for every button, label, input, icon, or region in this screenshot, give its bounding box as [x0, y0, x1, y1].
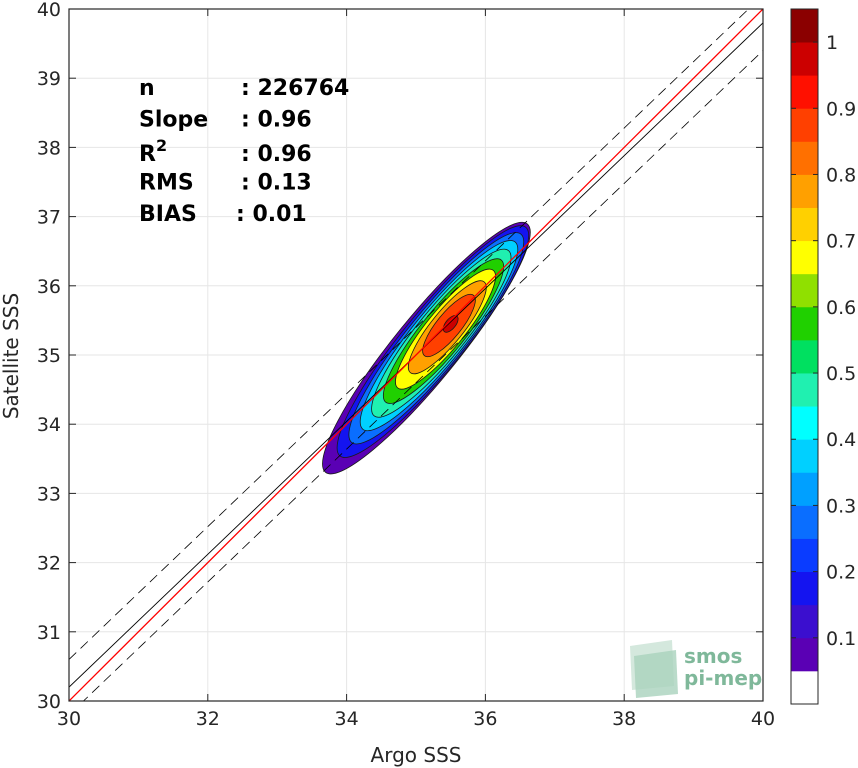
envelope-dashed-line	[82, 50, 763, 701]
colorbar-segment	[791, 406, 818, 440]
y-tick-label: 39	[37, 68, 61, 90]
x-tick-label: 40	[751, 708, 775, 730]
colorbar-tick-label: 0.5	[826, 363, 856, 385]
x-axis-title: Argo SSS	[371, 743, 462, 767]
stat-label: Slope	[139, 108, 208, 133]
y-tick-label: 36	[37, 276, 61, 298]
colorbar-tick-label: 0.7	[826, 231, 856, 253]
colorbar-tick-label: 0.2	[826, 562, 856, 584]
y-tick-label: 40	[37, 0, 61, 21]
x-axis-ticks: 30 32 34 36 38 40	[57, 9, 775, 730]
colorbar-segment	[791, 75, 818, 109]
watermark-line2: pi-mep	[684, 666, 762, 690]
colorbar-segment	[791, 604, 818, 639]
colorbar-segment	[791, 538, 818, 573]
density-contours	[322, 221, 531, 475]
colorbar-segment	[791, 670, 818, 705]
y-tick-label: 30	[37, 691, 61, 713]
x-tick-label: 36	[473, 708, 497, 730]
y-tick-label: 33	[37, 483, 61, 505]
y-tick-label: 38	[37, 137, 61, 159]
watermark-line1: smos	[684, 644, 742, 668]
colorbar-segment	[791, 42, 818, 76]
colorbar-segment	[791, 141, 818, 175]
smos-logo-icon	[630, 640, 678, 698]
colorbar-segment	[791, 306, 818, 341]
smos-pimep-watermark: smos pi-mep	[630, 640, 762, 698]
x-tick-label: 32	[196, 708, 220, 730]
grid	[68, 8, 764, 702]
y-tick-label: 34	[37, 414, 61, 436]
colorbar: 0.1 0.2 0.3 0.4 0.5 0.6 0.7 0.8 0.9 1	[790, 8, 856, 705]
colorbar-segment	[791, 273, 818, 308]
x-tick-label: 38	[612, 708, 636, 730]
colorbar-segment	[791, 108, 818, 142]
y-axis-title: Satellite SSS	[0, 293, 23, 419]
x-tick-label: 34	[335, 708, 359, 730]
stat-value: : 0.96	[241, 142, 312, 167]
colorbar-segment	[791, 339, 818, 374]
y-tick-label: 32	[37, 553, 61, 575]
colorbar-tick-label: 0.6	[826, 297, 856, 319]
identity-line	[69, 9, 763, 701]
stat-label: BIAS	[139, 202, 197, 227]
envelope-dashed-line	[69, 9, 750, 660]
colorbar-tick-label: 0.4	[826, 429, 856, 451]
colorbar-frame	[790, 8, 819, 705]
colorbar-segment	[791, 472, 818, 506]
x-tick-label: 30	[57, 708, 81, 730]
colorbar-tick-label: 1	[826, 32, 838, 54]
y-tick-label: 35	[37, 345, 61, 367]
colorbar-tick-label: 0.9	[826, 98, 856, 120]
colorbar-segment	[791, 9, 818, 43]
stat-label: n	[139, 76, 155, 101]
colorbar-segment	[791, 207, 818, 242]
colorbar-tick-label: 0.3	[826, 495, 856, 517]
y-tick-label: 31	[37, 622, 61, 644]
stat-value: : 0.01	[236, 202, 307, 227]
colorbar-segment	[791, 373, 818, 407]
y-axis-ticks: 30 31 32 33 34 35 36 37 38 39 40	[37, 0, 763, 713]
colorbar-segment	[791, 637, 818, 672]
stat-value: : 0.13	[241, 171, 312, 196]
colorbar-segment	[791, 174, 818, 208]
colorbar-segment	[791, 240, 818, 275]
colorbar-segment	[791, 571, 818, 606]
y-tick-label: 37	[37, 207, 61, 229]
colorbar-segment	[791, 439, 818, 473]
stat-value: : 0.96	[241, 108, 312, 133]
stat-superscript: 2	[156, 136, 167, 155]
colorbar-tick-label: 0.1	[826, 628, 856, 650]
colorbar-tick-label: 0.8	[826, 164, 856, 186]
reference-lines	[69, 9, 763, 701]
colorbar-segment	[791, 505, 818, 539]
stat-value: : 226764	[241, 76, 349, 101]
stat-label: RMS	[139, 171, 194, 196]
